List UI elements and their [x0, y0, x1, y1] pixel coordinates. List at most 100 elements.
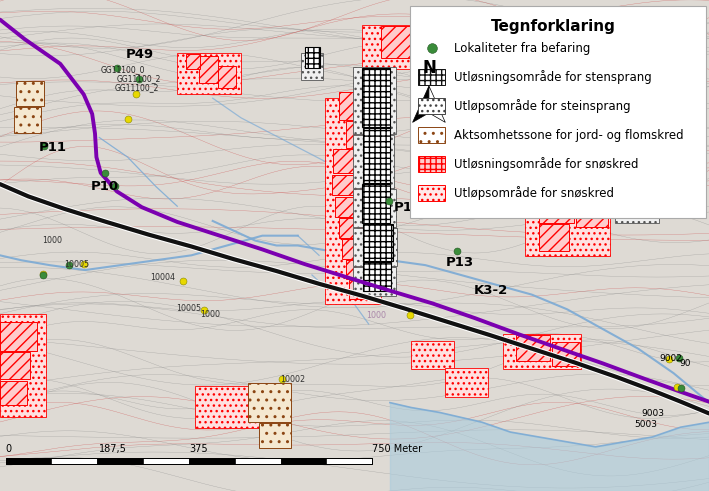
Bar — [525, 161, 610, 256]
Text: 1000: 1000 — [200, 310, 220, 319]
Bar — [339, 218, 367, 238]
Bar — [281, 458, 326, 464]
Bar — [539, 224, 569, 251]
Bar — [620, 42, 649, 69]
Bar — [259, 423, 291, 448]
Bar — [552, 342, 580, 366]
Bar — [611, 129, 662, 164]
Bar — [363, 224, 393, 261]
Bar — [539, 161, 574, 192]
Text: GG11100_0: GG11100_0 — [101, 65, 145, 74]
Bar — [353, 135, 394, 188]
Polygon shape — [413, 86, 429, 122]
Bar — [363, 128, 390, 183]
Polygon shape — [429, 86, 445, 122]
Bar — [516, 335, 550, 361]
Bar — [418, 156, 445, 172]
Text: 9003: 9003 — [642, 409, 664, 418]
Bar — [418, 185, 445, 201]
Bar — [186, 54, 200, 69]
Bar — [625, 189, 654, 217]
Text: 5003: 5003 — [635, 420, 657, 429]
Text: Utløsningsområde for stensprang: Utløsningsområde for stensprang — [454, 70, 652, 84]
Bar — [342, 239, 372, 259]
Bar — [353, 228, 397, 266]
Bar — [445, 368, 488, 397]
Bar — [576, 170, 608, 199]
Bar — [189, 458, 235, 464]
Bar — [301, 53, 323, 80]
Bar — [52, 458, 97, 464]
Bar — [16, 81, 44, 106]
Text: P13: P13 — [445, 256, 474, 269]
Bar — [615, 193, 659, 223]
Text: 1000: 1000 — [366, 311, 386, 320]
Bar — [363, 262, 391, 291]
Bar — [623, 128, 657, 158]
Text: 9002: 9002 — [659, 354, 682, 363]
Bar — [411, 37, 436, 64]
Text: 0: 0 — [6, 444, 12, 454]
Text: 10002: 10002 — [280, 375, 305, 383]
Bar — [539, 194, 574, 223]
Text: N: N — [422, 59, 436, 77]
Text: K3-2: K3-2 — [474, 284, 508, 297]
Bar — [0, 322, 37, 351]
Bar — [362, 68, 390, 127]
Text: 10004: 10004 — [150, 273, 175, 282]
Text: 90: 90 — [679, 359, 691, 368]
Bar — [418, 98, 445, 114]
Bar — [620, 95, 656, 127]
Bar — [624, 159, 656, 188]
Text: Utløpsområde for snøskred: Utløpsområde for snøskred — [454, 186, 614, 200]
Bar — [346, 121, 376, 148]
Bar — [410, 6, 706, 218]
Bar — [447, 54, 518, 98]
Bar — [418, 69, 445, 85]
Bar — [610, 94, 663, 133]
Bar — [493, 59, 518, 83]
Text: P12: P12 — [393, 201, 421, 214]
Bar — [0, 314, 46, 417]
Text: P11: P11 — [39, 141, 67, 154]
Bar — [613, 162, 661, 194]
Bar — [362, 184, 390, 223]
Bar — [235, 458, 281, 464]
Bar — [305, 47, 320, 68]
Bar — [649, 51, 670, 75]
Bar — [606, 43, 670, 79]
Bar — [199, 56, 218, 83]
Bar — [353, 67, 396, 134]
Text: Aktsomhetssone for jord- og flomskred: Aktsomhetssone for jord- og flomskred — [454, 129, 683, 141]
Text: GG11100_2: GG11100_2 — [117, 74, 162, 83]
Bar — [418, 127, 445, 143]
Text: GG11100_2: GG11100_2 — [115, 83, 160, 92]
Bar — [0, 352, 30, 379]
Bar — [362, 25, 447, 69]
Text: Utløpsområde for steinsprang: Utløpsområde for steinsprang — [454, 99, 630, 113]
Bar — [6, 458, 52, 464]
Bar — [177, 53, 241, 94]
Text: P49: P49 — [126, 49, 155, 61]
Bar — [326, 458, 372, 464]
Text: 1000: 1000 — [43, 236, 62, 245]
Bar — [335, 197, 362, 217]
Bar — [218, 66, 236, 88]
Text: 10005: 10005 — [64, 260, 89, 269]
Bar — [349, 280, 372, 299]
Bar — [381, 26, 410, 58]
Text: 187,5: 187,5 — [99, 444, 127, 454]
Bar — [576, 200, 608, 227]
Bar — [195, 386, 273, 428]
Bar — [346, 260, 371, 279]
Bar — [143, 458, 189, 464]
Text: P10: P10 — [91, 180, 119, 193]
Bar — [353, 267, 396, 296]
Text: 750 Meter: 750 Meter — [372, 444, 423, 454]
Bar — [411, 341, 454, 369]
Bar — [339, 92, 369, 120]
Text: 10005: 10005 — [176, 304, 201, 313]
Bar — [333, 149, 360, 173]
Bar — [97, 458, 143, 464]
Bar — [0, 381, 27, 405]
